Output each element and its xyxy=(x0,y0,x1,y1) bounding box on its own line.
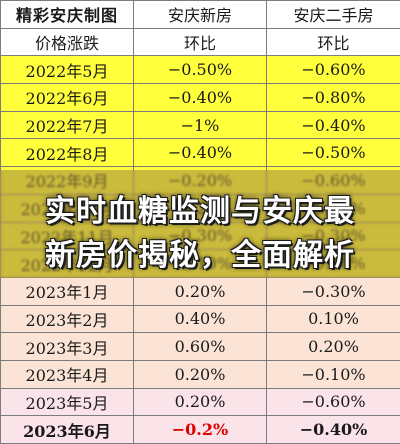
table-row: 2023年1月 0.20% −0.30% xyxy=(0,276,400,306)
metric-new-cell: 环比 xyxy=(133,27,267,57)
second-hand-change-cell: 0.20% xyxy=(266,332,400,361)
new-house-change-cell: −1% xyxy=(133,110,267,140)
title-banner xyxy=(0,170,400,278)
new-house-change-cell: 0.60% xyxy=(133,332,267,361)
table-row: 2022年7月 −1% −0.40% xyxy=(0,110,400,140)
table-row: 2023年3月 0.60% 0.20% xyxy=(0,332,400,361)
banner-title-line-1: 实时血糖监测与安庆最 xyxy=(45,194,355,229)
new-house-change-cell: −0.2% xyxy=(133,415,267,444)
month-cell: 2022年7月 xyxy=(0,110,134,140)
new-house-change-cell: 0.40% xyxy=(133,304,267,334)
col-header-second: 安庆二手房 xyxy=(266,0,400,29)
header-row-2: 价格涨跌 环比 环比 xyxy=(0,27,400,57)
table-row: 2022年5月 −0.50% −0.60% xyxy=(0,55,400,85)
second-hand-change-cell: −0.40% xyxy=(266,415,400,444)
banner-title-line-2: 新房价揭秘，全面解析 xyxy=(45,238,355,273)
new-house-change-cell: −0.50% xyxy=(133,55,267,85)
table-row: 2022年6月 −0.40% −0.80% xyxy=(0,83,400,112)
second-hand-change-cell: 0.10% xyxy=(266,304,400,334)
month-cell: 2023年4月 xyxy=(0,359,134,389)
month-cell: 2023年3月 xyxy=(0,332,134,361)
second-hand-change-cell: −0.60% xyxy=(266,387,400,417)
second-hand-change-cell: −0.40% xyxy=(266,110,400,140)
new-house-change-cell: 0.20% xyxy=(133,276,267,306)
table-row: 2022年8月 −0.40% −0.50% xyxy=(0,138,400,168)
month-cell: 2023年2月 xyxy=(0,304,134,334)
new-house-change-cell: −0.40% xyxy=(133,83,267,112)
table-row: 2023年5月 0.20% −0.60% xyxy=(0,387,400,417)
second-hand-change-cell: −0.80% xyxy=(266,83,400,112)
table-row: 2023年2月 0.40% 0.10% xyxy=(0,304,400,334)
table-row: 2023年4月 0.20% −0.10% xyxy=(0,359,400,389)
table-row: 2023年6月 −0.2% −0.40% xyxy=(0,415,400,444)
new-house-change-cell: 0.20% xyxy=(133,359,267,389)
col-header-new: 安庆新房 xyxy=(133,0,267,29)
month-cell: 2022年8月 xyxy=(0,138,134,168)
month-cell: 2023年1月 xyxy=(0,276,134,306)
month-cell: 2022年6月 xyxy=(0,83,134,112)
brand-cell: 精彩安庆制图 xyxy=(0,0,134,29)
month-cell: 2022年5月 xyxy=(0,55,134,85)
header-row-1: 精彩安庆制图 安庆新房 安庆二手房 xyxy=(0,0,400,29)
new-house-change-cell: −0.40% xyxy=(133,138,267,168)
new-house-change-cell: 0.20% xyxy=(133,387,267,417)
second-hand-change-cell: −0.50% xyxy=(266,138,400,168)
second-hand-change-cell: −0.10% xyxy=(266,359,400,389)
second-hand-change-cell: −0.60% xyxy=(266,55,400,85)
second-hand-change-cell: −0.30% xyxy=(266,276,400,306)
row-label-cell: 价格涨跌 xyxy=(0,27,134,57)
metric-second-cell: 环比 xyxy=(266,27,400,57)
month-cell: 2023年6月 xyxy=(0,415,134,444)
month-cell: 2023年5月 xyxy=(0,387,134,417)
